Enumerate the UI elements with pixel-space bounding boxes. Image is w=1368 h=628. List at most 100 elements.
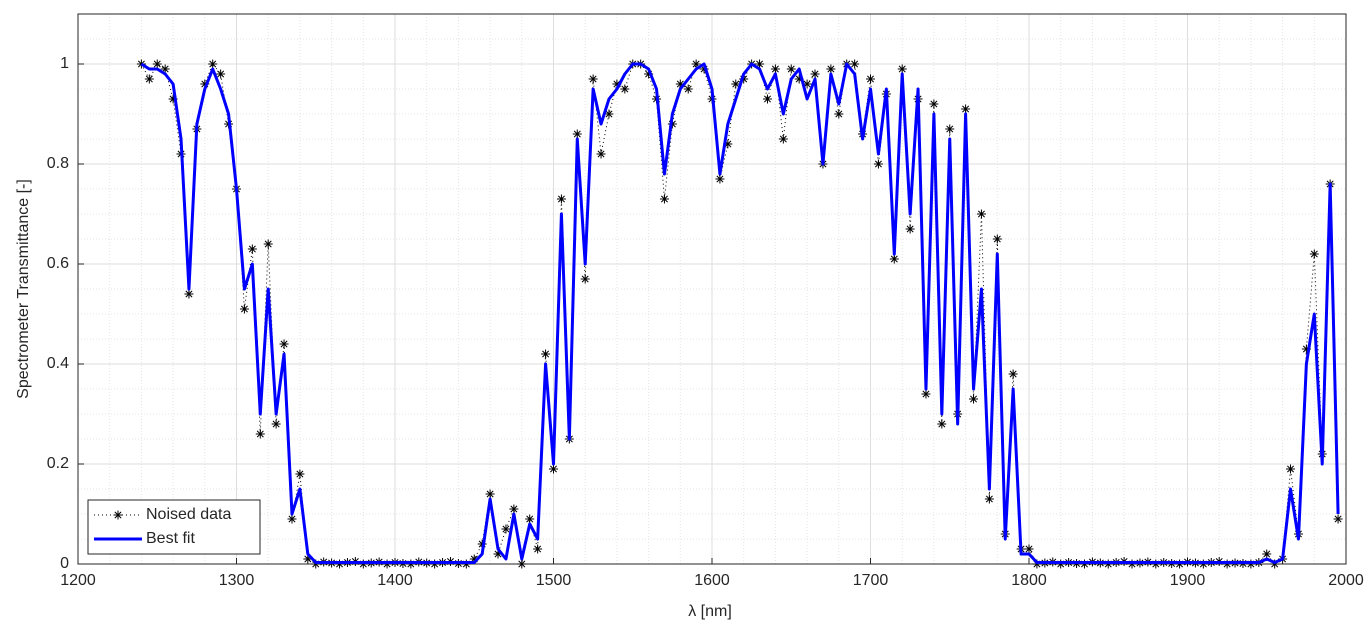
data-point [168,94,178,104]
y-tick-label: 0 [60,555,69,572]
x-tick-label: 1800 [1011,572,1047,589]
x-tick-label: 1500 [536,572,572,589]
data-point [1301,344,1311,354]
data-point [929,99,939,109]
x-tick-label: 1300 [219,572,255,589]
data-point [620,84,630,94]
data-point [247,244,257,254]
x-axis-label: λ [nm] [688,603,732,620]
data-point [961,104,971,114]
y-axis-label: Spectrometer Transmittance [-] [15,179,32,399]
data-point [469,554,479,564]
data-point [255,429,265,439]
data-point [699,64,709,74]
x-tick-label: 1600 [694,572,730,589]
data-point [525,514,535,524]
y-tick-label: 0.2 [47,455,69,472]
data-point [501,524,511,534]
data-point [160,64,170,74]
data-point [921,389,931,399]
data-point [723,139,733,149]
x-tick-label: 1200 [60,572,96,589]
data-point [644,69,654,79]
data-point [786,64,796,74]
data-point [1270,559,1280,569]
data-point [691,59,701,69]
data-point [675,79,685,89]
data-point [826,64,836,74]
y-tick-label: 0.8 [47,155,69,172]
legend-label: Noised data [146,506,231,523]
data-point [556,194,566,204]
data-point [271,419,281,429]
x-tick-label: 1400 [377,572,413,589]
data-point [739,74,749,84]
data-point [762,94,772,104]
data-point [612,79,622,89]
data-point [1286,464,1296,474]
data-point [794,74,804,84]
data-point [905,224,915,234]
legend-label: Best fit [146,530,195,547]
data-point [731,79,741,89]
data-point [604,109,614,119]
data-point [239,304,249,314]
data-point [208,59,218,69]
data-point [897,64,907,74]
data-point [778,134,788,144]
y-tick-label: 0.4 [47,355,69,372]
data-point [216,69,226,79]
data-point [834,109,844,119]
data-point [1008,369,1018,379]
data-point [287,514,297,524]
series-line [140,62,1340,564]
data-point [1309,249,1319,259]
legend-marker [113,510,123,520]
data-point [279,339,289,349]
data-point [485,489,495,499]
data-point [889,254,899,264]
data-point [715,174,725,184]
data-point [755,59,765,69]
data-point [659,194,669,204]
data-point [1262,549,1272,559]
data-point [549,464,558,474]
data-point [683,84,693,94]
plot-frame [77,13,1347,565]
data-point [184,289,194,299]
data-point [596,149,606,159]
legend-box [87,499,261,555]
data-point [200,79,210,89]
data-point [303,554,313,564]
data-point [992,234,1002,244]
data-point [802,79,812,89]
data-point [969,394,979,404]
data-point [144,74,154,84]
data-point [866,74,875,84]
data-point [533,544,543,554]
x-tick-label: 2000 [1328,572,1364,589]
data-point [541,349,551,359]
data-point [810,69,820,79]
y-tick-label: 0.6 [47,255,69,272]
data-point [572,129,582,139]
data-point [873,159,883,169]
data-point [850,59,860,69]
data-point [580,274,590,284]
x-tick-label: 1900 [1170,572,1206,589]
data-point [493,549,503,559]
y-tick-label: 1 [60,55,69,72]
data-point [945,124,955,134]
data-point [1024,544,1034,554]
data-point [1333,514,1343,524]
x-tick-label: 1700 [853,572,889,589]
data-point [509,504,519,514]
data-point [770,64,780,74]
data-point [588,74,598,84]
data-point [152,59,162,69]
data-point [976,209,986,219]
data-point [937,419,947,429]
data-point [263,239,273,249]
data-point [517,559,527,569]
